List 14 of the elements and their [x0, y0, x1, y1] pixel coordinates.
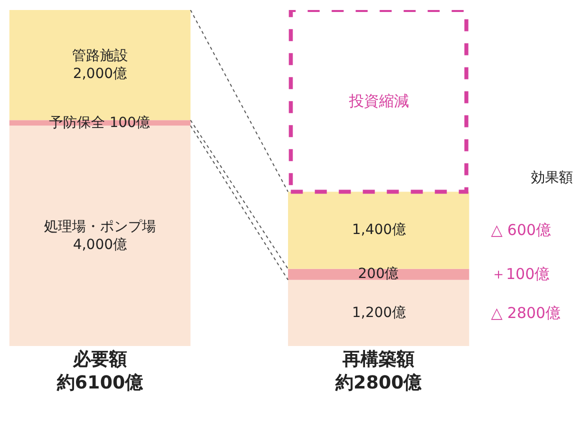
data-label: 管路施設 2,000億	[72, 48, 128, 82]
data-label: 200億	[358, 266, 399, 282]
x-tick-label: 必要額約6100億	[56, 349, 144, 394]
data-label: 1,200億	[352, 305, 406, 321]
annotation: ＋100億	[491, 265, 550, 283]
annotation: △ 2800億	[491, 304, 560, 322]
x-tick-label: 再構築額約2800億	[334, 349, 423, 394]
data-label: 1,400億	[352, 222, 406, 238]
bar	[288, 280, 470, 346]
text: 効果額	[531, 170, 573, 186]
data-label: 投資縮減	[348, 92, 409, 110]
data-label: 予防保全 100億	[49, 115, 150, 131]
data-label: 処理場・ポンプ場 4,000億	[44, 219, 156, 254]
annotation: △ 600億	[491, 221, 551, 239]
